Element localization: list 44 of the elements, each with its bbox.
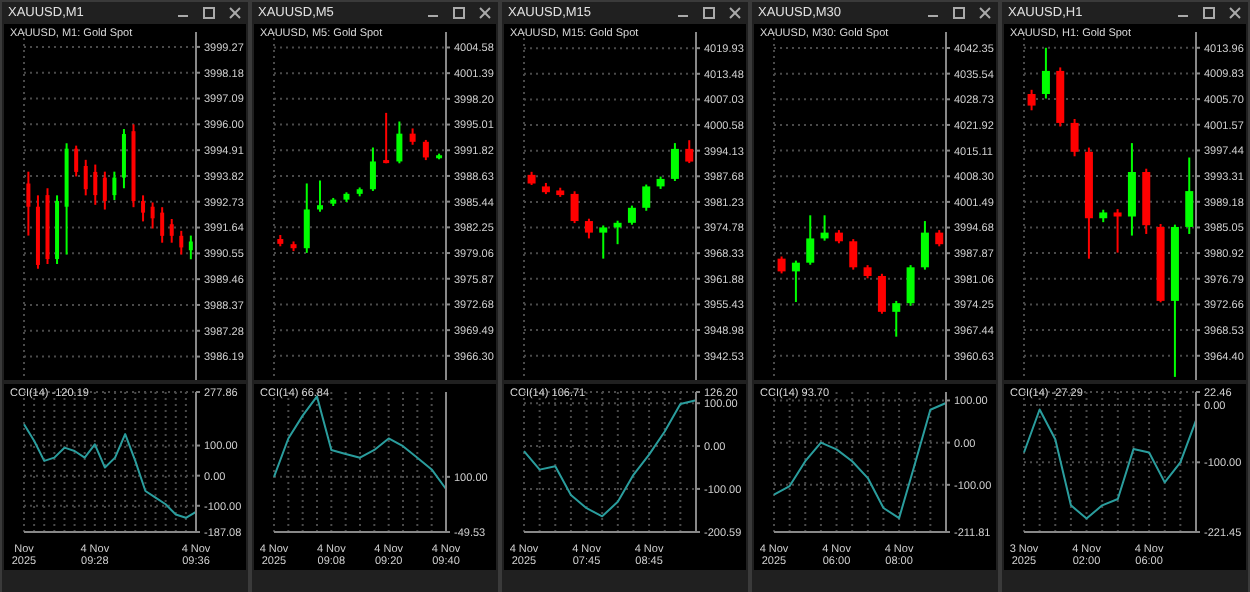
candlestick <box>93 163 98 206</box>
candlestick <box>83 158 88 197</box>
candlestick <box>877 272 886 315</box>
candlestick <box>317 179 323 213</box>
candlestick <box>383 111 390 165</box>
candlestick <box>160 206 165 244</box>
candlestick <box>121 128 126 190</box>
candlestick <box>1185 156 1194 235</box>
candlestick <box>422 138 429 162</box>
candlestick <box>303 182 310 254</box>
candlestick <box>599 224 608 260</box>
candlestick <box>179 229 184 256</box>
candlestick <box>141 194 146 223</box>
candlestick <box>806 214 815 266</box>
candlestick <box>169 218 174 244</box>
candlestick <box>26 170 31 237</box>
candlestick <box>920 220 929 271</box>
candlestick <box>791 259 800 303</box>
candlestick <box>1041 46 1050 100</box>
candlestick <box>584 217 593 240</box>
candlestick <box>369 146 376 192</box>
line-series <box>273 395 447 491</box>
candlestick <box>1127 142 1136 237</box>
line-series <box>1023 408 1197 520</box>
candlestick <box>74 144 79 178</box>
candlestick <box>1027 88 1036 112</box>
candlestick <box>1070 118 1079 158</box>
candlestick <box>849 238 858 271</box>
candlestick <box>670 142 679 182</box>
candlestick <box>102 170 107 211</box>
candlestick <box>906 264 915 307</box>
candlestick <box>150 201 155 230</box>
candlestick <box>642 183 651 212</box>
line-series <box>773 401 947 520</box>
candlestick <box>188 234 193 261</box>
candlestick <box>627 204 636 226</box>
line-series <box>23 423 197 519</box>
candlestick <box>892 299 901 338</box>
candlestick <box>1113 208 1122 254</box>
candlestick <box>112 170 117 202</box>
candlestick <box>570 190 579 225</box>
candlestick <box>396 120 403 165</box>
line-series <box>523 399 697 518</box>
candlestick <box>685 139 694 165</box>
